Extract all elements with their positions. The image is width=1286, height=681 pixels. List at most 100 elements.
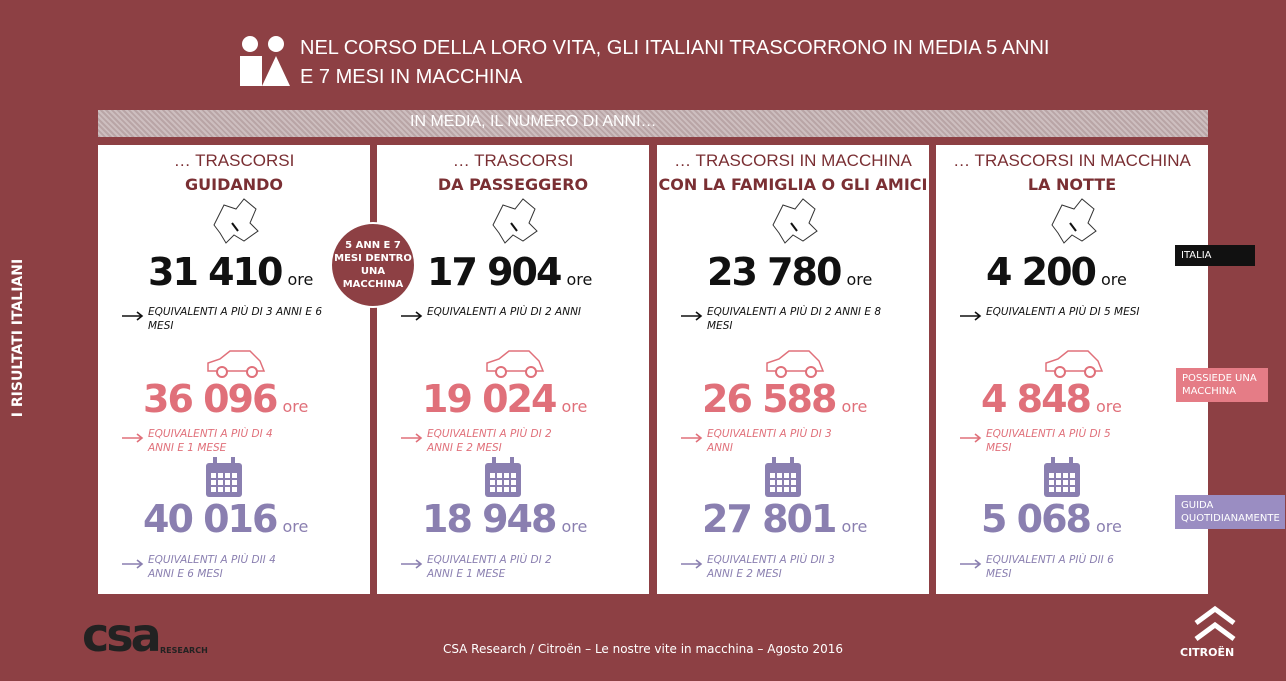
icon [204,345,268,383]
badge-text: 5 ANN E 7 MESI DENTRO UNA MACCHINA [334,240,412,290]
arrow [122,428,146,447]
stat-value: 5 068 [981,497,1092,541]
stat-value: 26 588 [702,377,837,421]
stat-note: EQUIVALENTI A PIÙ DI 3 ANNI [707,428,832,454]
card-subheading: CON LA FAMIGLIA O GLI AMICI [658,175,928,194]
stat-value: 19 024 [422,377,557,421]
stat-number: 27 801 ore [702,497,867,541]
csa-logo-sub: RESEARCH [160,646,208,655]
title: NEL CORSO DELLA LORO VITA, GLI ITALIANI … [300,37,1050,88]
stat-value: 40 016 [143,497,278,541]
icon [1042,457,1082,503]
legend-tag: POSSIEDE UNA MACCHINA [1176,368,1268,402]
card: … TRASCORSI IN MACCHINA LA NOTTE 4 200 ore E… [936,145,1208,594]
banner-text: IN MEDIA, IL NUMERO DI ANNI… [410,113,657,130]
card: … TRASCORSI IN MACCHINA CON LA FAMIGLIA O… [657,145,929,594]
stat-number: 17 904 ore [427,250,592,294]
card-subheading: GUIDANDO [184,175,283,194]
arrow [960,306,984,325]
stat-unit: ore [561,397,588,416]
card-heading: … TRASCORSI [452,151,574,170]
stat-value: 17 904 [427,250,562,294]
card-heading: … TRASCORSI [173,151,295,170]
stat-value: 27 801 [702,497,837,541]
arrow [401,306,425,325]
card-heading: … TRASCORSI IN MACCHINA [674,151,912,170]
stat-number: 23 780 ore [707,250,872,294]
legend-tag: ITALIA [1175,245,1255,266]
side-label: I RISULTATI ITALIANI [10,258,26,418]
stat-value: 36 096 [143,377,278,421]
legend-tag: GUIDA QUOTIDIANAMENTE [1175,495,1285,529]
icon [1042,195,1102,249]
stat-note: EQUIVALENTI A PIÙ DII 4 ANNI E 6 MESI [148,554,276,580]
card: … TRASCORSI GUIDANDO 31 410 ore EQUIVALENTI … [98,145,370,594]
icon [204,457,244,503]
card: … TRASCORSI DA PASSEGGERO 17 904 ore EQUIVAL… [377,145,649,594]
stat-unit: ore [1096,397,1122,416]
stat-unit: ore [1096,517,1122,536]
arrow [122,554,146,573]
stat-number: 5 068 ore [981,497,1122,541]
people-icon [240,36,290,86]
stat-note: EQUIVALENTI A PIÙ DI 2 ANNI E 8 MESI [707,306,882,332]
stat-number: 26 588 ore [702,377,867,421]
icon [204,195,264,249]
brand-logo: CITROËN [1180,646,1235,659]
footer-source: CSA Research / Citroën – Le nostre vite … [442,642,844,656]
stat-value: 23 780 [707,250,842,294]
stat-note: EQUIVALENTI A PIÙ DII 6 MESI [986,554,1114,580]
arrow [681,554,705,573]
stat-unit: ore [1101,270,1127,289]
stat-note: EQUIVALENTI A PIÙ DI 4 ANNI E 1 MESE [148,428,273,454]
stat-unit: ore [846,270,873,289]
stat-value: 18 948 [422,497,557,541]
stat-number: 18 948 ore [422,497,587,541]
stat-note: EQUIVALENTI A PIÙ DI 5 MESI [986,306,1140,318]
card-subheading: DA PASSEGGERO [437,175,589,194]
card-subheading: LA NOTTE [1027,175,1117,194]
stat-number: 4 200 ore [986,250,1127,294]
brand-icon [1194,605,1236,642]
stat-unit: ore [561,517,588,536]
stat-number: 40 016 ore [143,497,308,541]
badge: 5 ANN E 7 MESI DENTRO UNA MACCHINA [330,222,416,308]
icon [483,345,547,383]
arrow [401,428,425,447]
arrow [681,306,705,325]
stat-unit: ore [566,270,593,289]
stat-number: 4 848 ore [981,377,1122,421]
banner: IN MEDIA, IL NUMERO DI ANNI… [98,110,1208,137]
stat-unit: ore [287,270,314,289]
stat-note: EQUIVALENTI A PIÙ DII 3 ANNI E 2 MESI [707,554,835,580]
icon [763,457,803,503]
card-heading: … TRASCORSI IN MACCHINA [953,151,1191,170]
stat-value: 4 848 [981,377,1092,421]
icon [1042,345,1106,383]
arrow [960,428,984,447]
stat-value: 4 200 [986,250,1097,294]
arrow [122,306,146,325]
stat-number: 31 410 ore [148,250,313,294]
stat-note: EQUIVALENTI A PIÙ DI 5 MESI [986,428,1111,454]
stat-note: EQUIVALENTI A PIÙ DI 2 ANNI E 2 MESI [427,428,552,454]
stat-unit: ore [282,397,309,416]
icon [763,345,827,383]
stat-number: 36 096 ore [143,377,308,421]
stat-note: EQUIVALENTI A PIÙ DI 3 ANNI E 6 MESI [148,306,323,332]
stat-value: 31 410 [148,250,283,294]
csa-logo: csa [82,608,162,662]
stat-note: EQUIVALENTI A PIÙ DI 2 ANNI E 1 MESE [427,554,552,580]
arrow [401,554,425,573]
icon [483,457,523,503]
stat-unit: ore [841,517,868,536]
arrow [681,428,705,447]
icon [483,195,543,249]
icon [763,195,823,249]
stat-note: EQUIVALENTI A PIÙ DI 2 ANNI [427,306,582,318]
arrow [960,554,984,573]
stat-unit: ore [841,397,868,416]
stat-number: 19 024 ore [422,377,587,421]
stat-unit: ore [282,517,309,536]
